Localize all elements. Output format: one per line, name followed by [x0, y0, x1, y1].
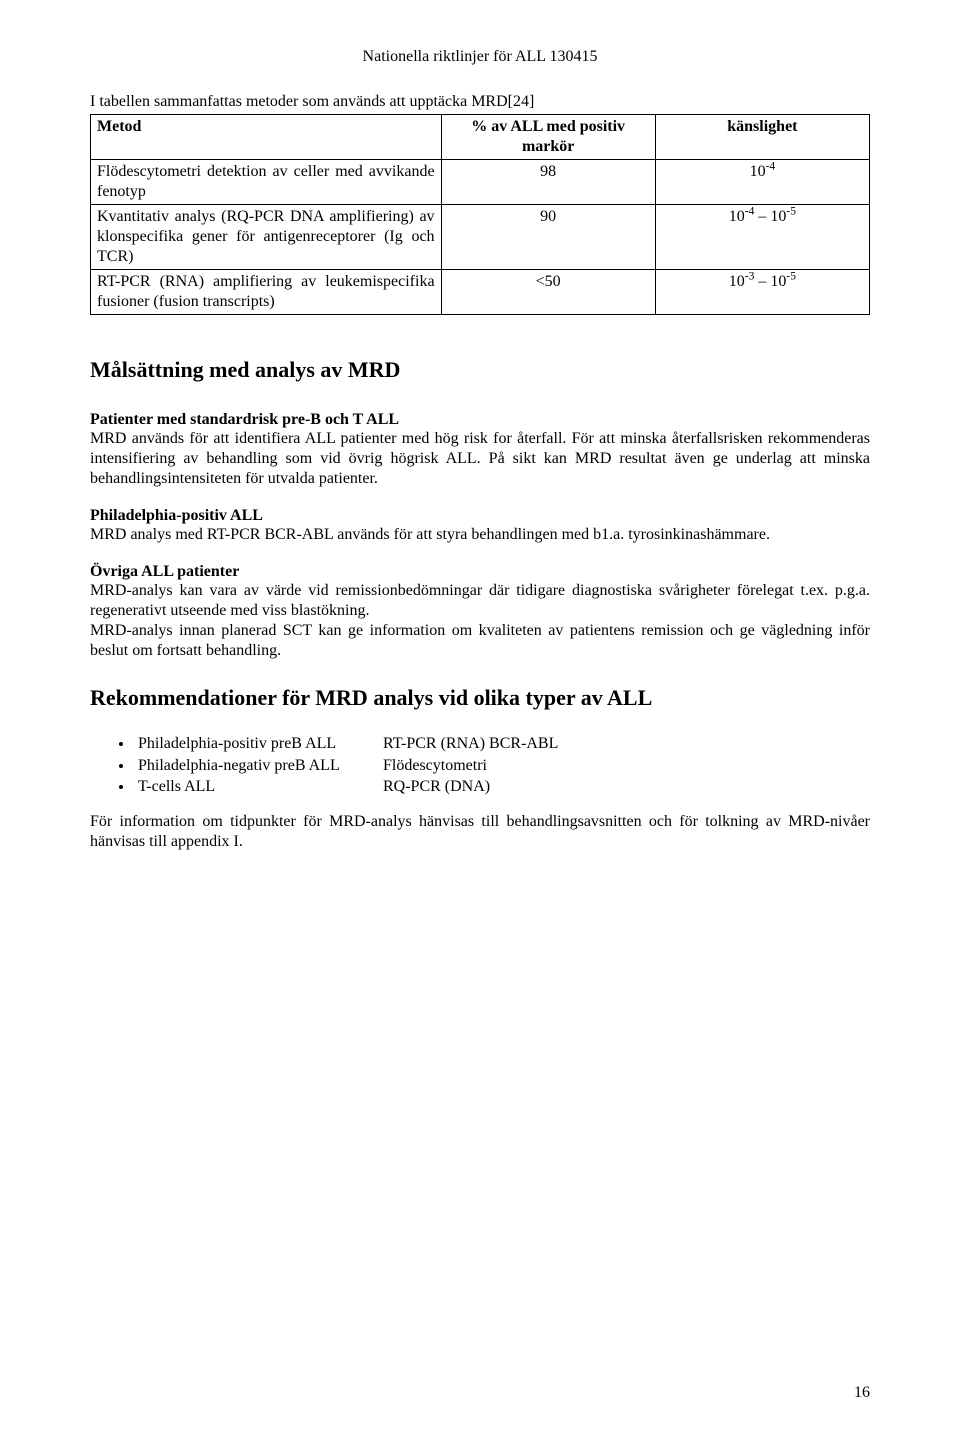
table-row: Kvantitativ analys (RQ-PCR DNA amplifier…: [91, 205, 870, 270]
table-cell-percent: <50: [441, 270, 655, 315]
table-cell-percent: 90: [441, 205, 655, 270]
rec-right: Flödescytometri: [383, 755, 870, 777]
rec-left: Philadelphia-positiv preB ALL: [138, 733, 383, 755]
rec-left: T-cells ALL: [138, 776, 383, 798]
rec-right: RQ-PCR (DNA): [383, 776, 870, 798]
table-cell-method: Flödescytometri detektion av celler med …: [91, 160, 442, 205]
table-header-percent: % av ALL med positiv markör: [441, 115, 655, 160]
body-philadelphia: MRD analys med RT-PCR BCR-ABL används fö…: [90, 525, 870, 545]
rec-right: RT-PCR (RNA) BCR-ABL: [383, 733, 870, 755]
table-cell-sensitivity: 10-4: [655, 160, 869, 205]
subhead-philadelphia: Philadelphia-positiv ALL: [90, 507, 870, 525]
table-cell-percent: 98: [441, 160, 655, 205]
table-row: RT-PCR (RNA) amplifiering av leukemispec…: [91, 270, 870, 315]
body-ovriga-2: MRD-analys innan planerad SCT kan ge inf…: [90, 621, 870, 661]
subhead-ovriga: Övriga ALL patienter: [90, 563, 870, 581]
recommendations-list: Philadelphia-positiv preB ALL RT-PCR (RN…: [90, 733, 870, 798]
table-cell-method: Kvantitativ analys (RQ-PCR DNA amplifier…: [91, 205, 442, 270]
rec-left: Philadelphia-negativ preB ALL: [138, 755, 383, 777]
page-number: 16: [854, 1384, 870, 1402]
document-header: Nationella riktlinjer för ALL 130415: [90, 48, 870, 66]
table-cell-method: RT-PCR (RNA) amplifiering av leukemispec…: [91, 270, 442, 315]
subhead-standardrisk: Patienter med standardrisk pre-B och T A…: [90, 411, 870, 429]
table-header-sensitivity: känslighet: [655, 115, 869, 160]
table-intro: I tabellen sammanfattas metoder som anvä…: [90, 92, 870, 112]
table-cell-sensitivity: 10-3 – 10-5: [655, 270, 869, 315]
section-heading-goals: Målsättning med analys av MRD: [90, 357, 870, 383]
page: Nationella riktlinjer för ALL 130415 I t…: [0, 0, 960, 1432]
recommendations-footer: För information om tidpunkter för MRD-an…: [90, 812, 870, 852]
table-header-method: Metod: [91, 115, 442, 160]
methods-table: Metod % av ALL med positiv markör känsli…: [90, 114, 870, 315]
block-philadelphia: Philadelphia-positiv ALL MRD analys med …: [90, 507, 870, 545]
body-ovriga-1: MRD-analys kan vara av värde vid remissi…: [90, 581, 870, 621]
table-row: Flödescytometri detektion av celler med …: [91, 160, 870, 205]
table-header-row: Metod % av ALL med positiv markör känsli…: [91, 115, 870, 160]
list-item: Philadelphia-positiv preB ALL RT-PCR (RN…: [134, 733, 870, 755]
body-standardrisk: MRD används för att identifiera ALL pati…: [90, 429, 870, 489]
list-item: Philadelphia-negativ preB ALL Flödescyto…: [134, 755, 870, 777]
table-cell-sensitivity: 10-4 – 10-5: [655, 205, 869, 270]
block-ovriga: Övriga ALL patienter MRD-analys kan vara…: [90, 563, 870, 661]
section-heading-recommendations: Rekommendationer för MRD analys vid olik…: [90, 685, 870, 711]
block-standardrisk: Patienter med standardrisk pre-B och T A…: [90, 411, 870, 489]
list-item: T-cells ALL RQ-PCR (DNA): [134, 776, 870, 798]
